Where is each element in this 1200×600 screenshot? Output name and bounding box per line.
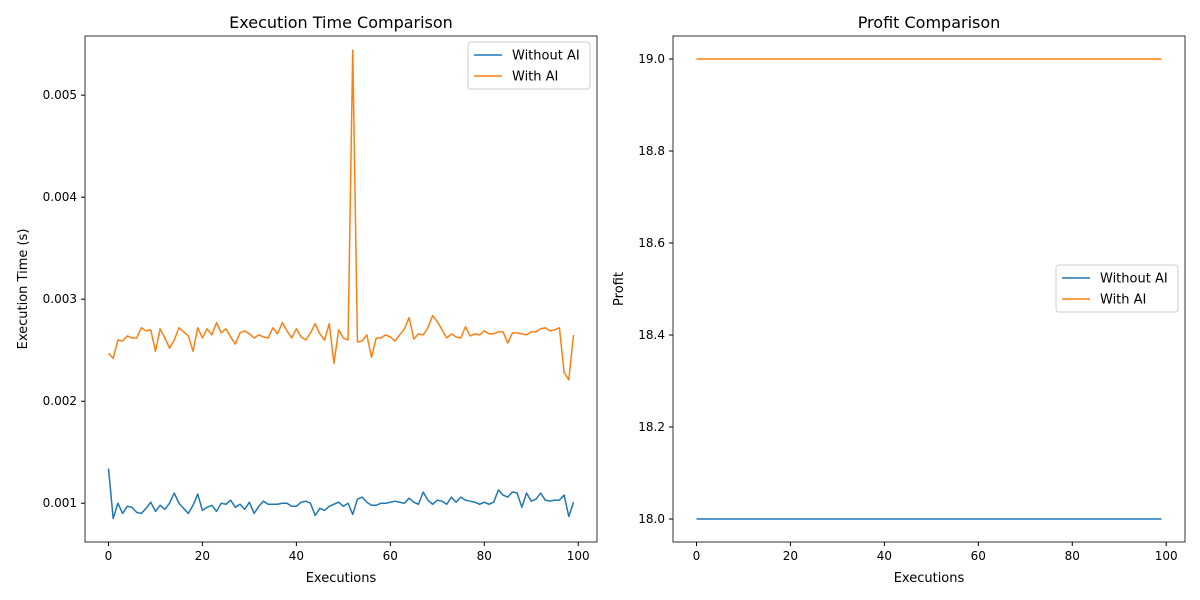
legend: Without AI With AI <box>467 41 591 90</box>
y-tick-label: 18.2 <box>638 420 665 434</box>
y-tick-label: 0.005 <box>43 88 77 102</box>
x-tick-label: 0 <box>693 549 701 563</box>
profit-chart: Profit Comparison Executions Profit 0 20 4… <box>612 13 1186 586</box>
y-tick-label: 0.002 <box>43 394 77 408</box>
y-tick-label: 19.0 <box>638 52 665 66</box>
y-tick-label: 18.8 <box>638 144 665 158</box>
series-line-with-ai <box>107 49 575 381</box>
x-axis-label: Executions <box>894 571 965 586</box>
y-tick-label: 18.4 <box>638 328 665 342</box>
chart-title: Profit Comparison <box>858 13 1001 32</box>
y-tick-label: 18.0 <box>638 512 665 526</box>
y-axis-label: Execution Time (s) <box>16 229 31 350</box>
legend-entry: With AI <box>1100 293 1146 308</box>
y-axis-label: Profit <box>612 272 627 306</box>
x-tick-label: 40 <box>877 549 892 563</box>
x-tick-label: 100 <box>567 549 590 563</box>
x-tick-label: 60 <box>383 549 398 563</box>
legend-entry: Without AI <box>1100 272 1168 287</box>
y-tick-label: 0.004 <box>43 190 77 204</box>
x-tick-label: 20 <box>195 549 210 563</box>
chart-title: Execution Time Comparison <box>229 13 453 32</box>
legend-entry: Without AI <box>512 49 580 64</box>
x-tick-label: 80 <box>1065 549 1080 563</box>
plot-frame <box>84 35 598 543</box>
y-tick-label: 0.001 <box>43 496 77 510</box>
x-tick-label: 0 <box>105 549 113 563</box>
legend: Without AI With AI <box>1055 264 1179 313</box>
x-tick-label: 80 <box>477 549 492 563</box>
legend-entry: With AI <box>512 70 558 85</box>
y-tick-label: 18.6 <box>638 236 665 250</box>
execution-time-chart: Execution Time Comparison Executions Exe… <box>16 13 598 586</box>
x-tick-label: 20 <box>783 549 798 563</box>
x-tick-label: 40 <box>289 549 304 563</box>
plot-frame <box>672 35 1186 543</box>
y-tick-label: 0.003 <box>43 292 77 306</box>
x-tick-label: 60 <box>971 549 986 563</box>
x-axis-label: Executions <box>306 571 377 586</box>
series-line-without-ai <box>107 468 575 520</box>
x-tick-label: 100 <box>1155 549 1178 563</box>
